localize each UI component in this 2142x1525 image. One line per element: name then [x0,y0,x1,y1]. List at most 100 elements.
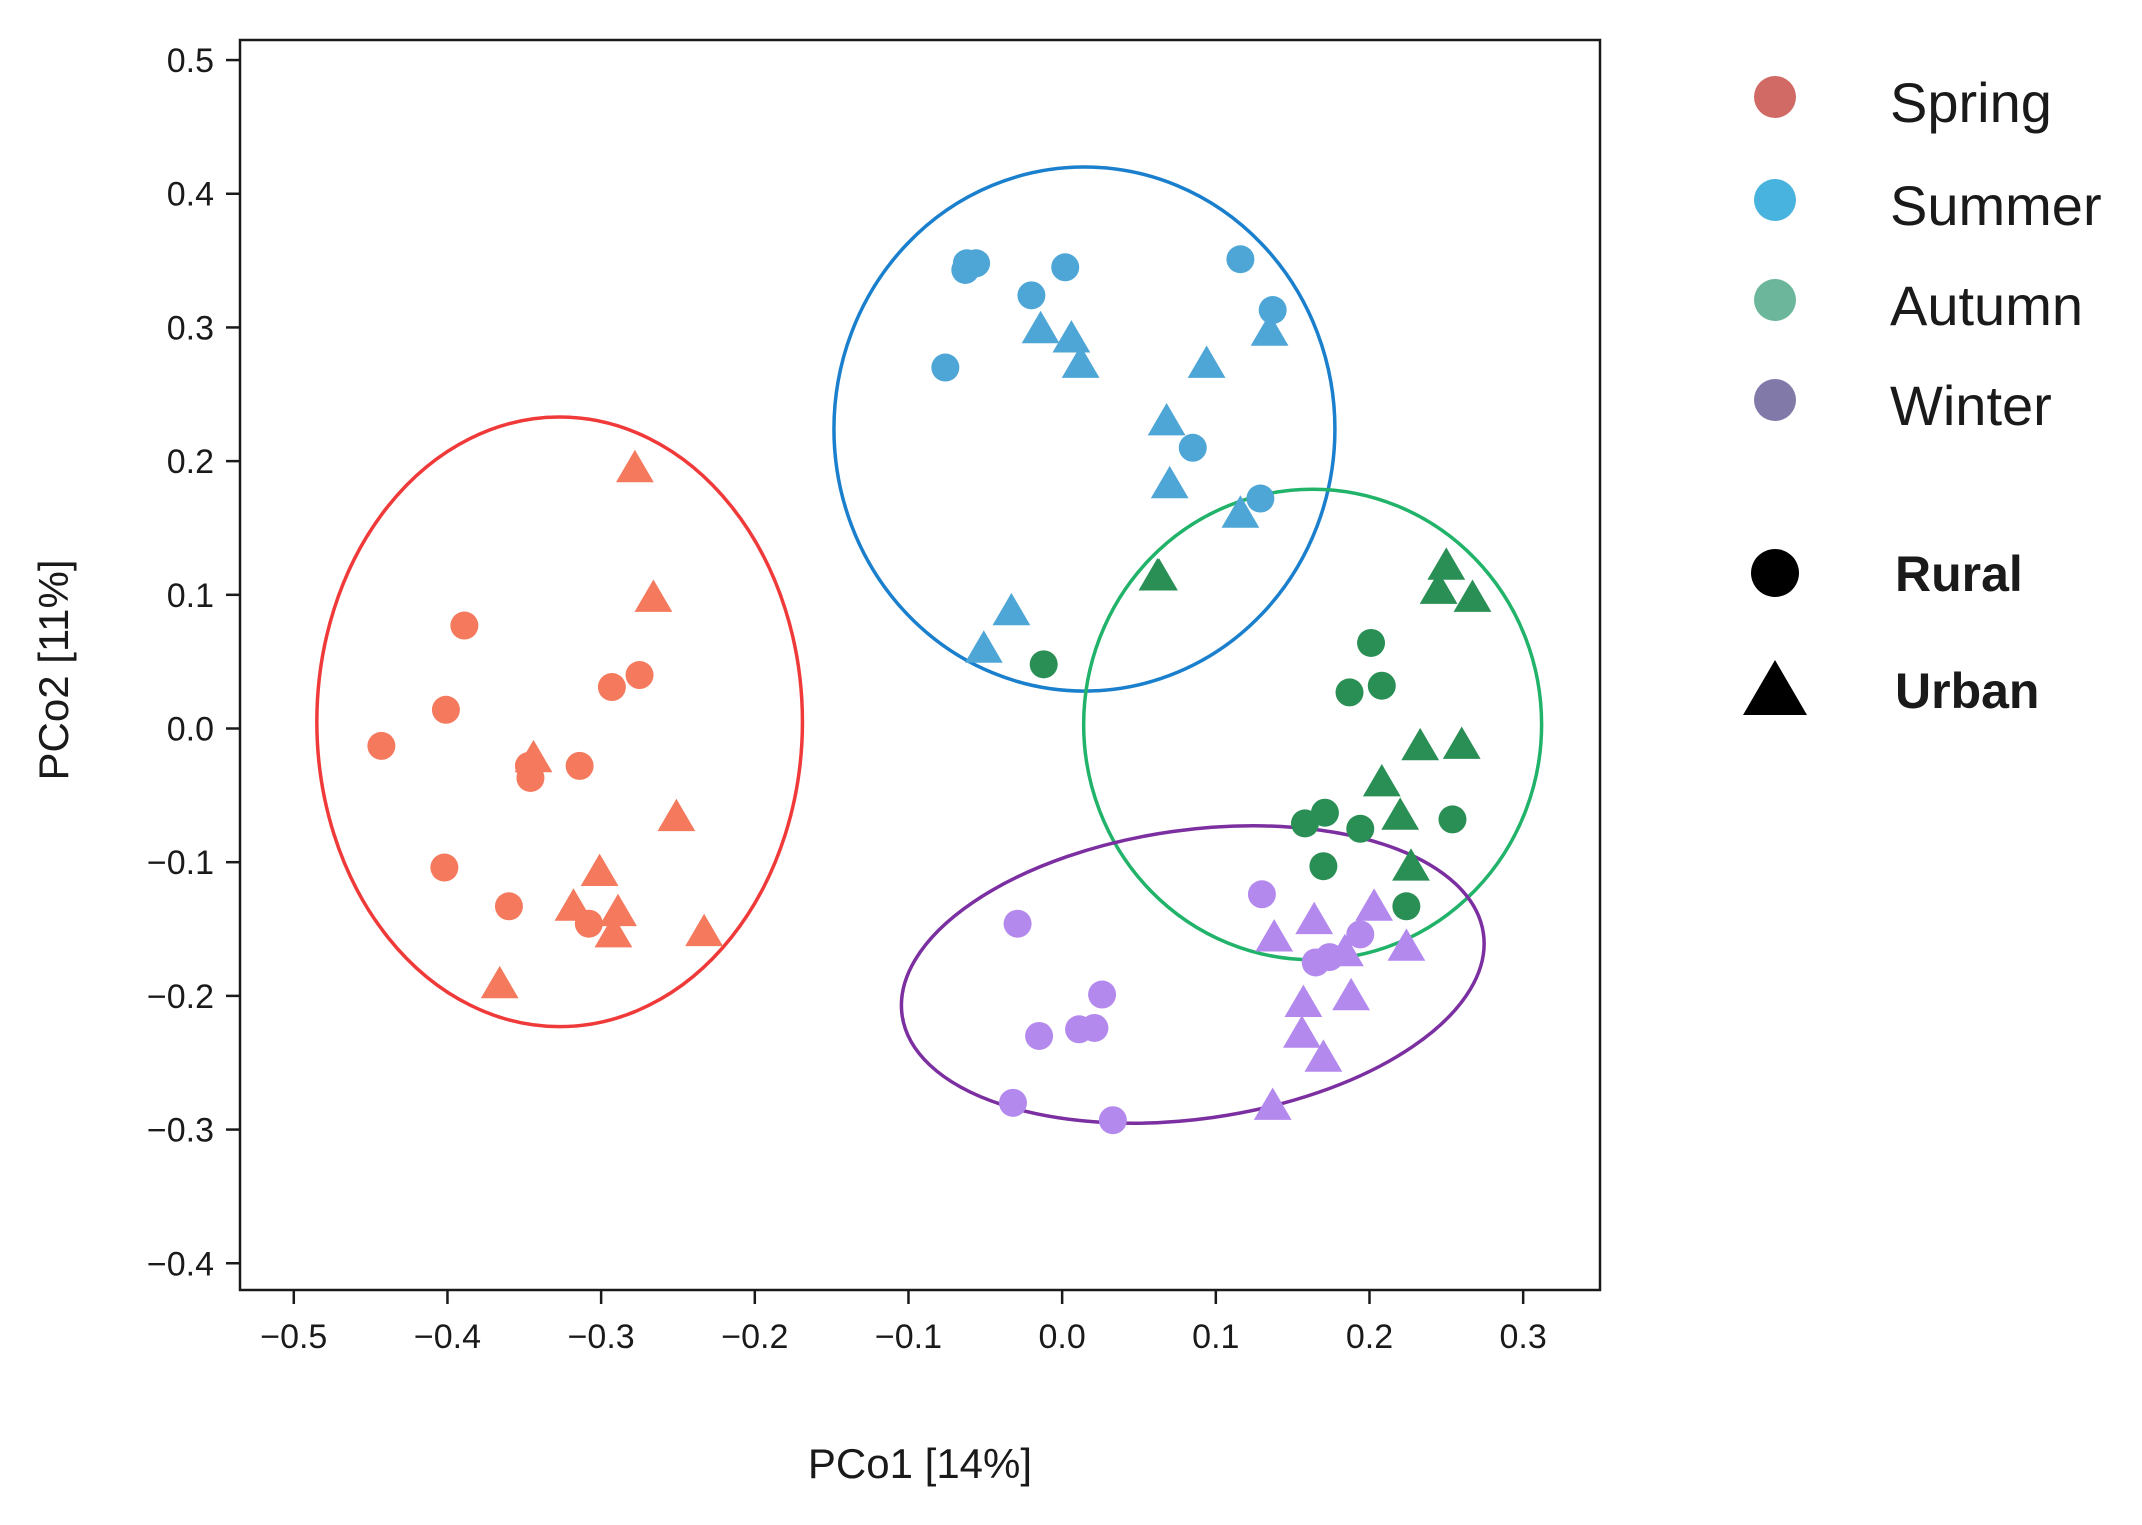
spring-urban-point [480,965,519,999]
y-tick-label: 0.4 [167,176,214,214]
winter-urban-point [1332,977,1370,1011]
spring-rural-point [625,661,654,690]
spring-urban-point [594,915,633,948]
autumn-rural-point [1309,852,1338,881]
autumn-urban-point [1453,579,1492,612]
autumn-ellipse [1081,487,1544,962]
y-tick-label: −0.4 [147,1245,214,1283]
spring-rural-point [494,892,523,921]
autumn-urban-point [1138,558,1177,591]
y-tick-label: 0.5 [167,42,214,80]
summer-urban-point [992,592,1031,626]
spring-urban-point [616,449,654,483]
spring-rural-point [367,731,396,760]
x-tick-label: −0.2 [721,1318,788,1356]
autumn-rural-point [1357,628,1386,657]
legend-urban-label: Urban [1895,663,2039,719]
spring-urban-point [634,579,673,612]
legend-summer-marker [1754,179,1796,221]
summer-rural-point [1178,433,1207,462]
x-axis-label: PCo1 [14%] [808,1440,1032,1487]
summer-rural-point [1258,296,1287,325]
x-axis: −0.5 −0.4 −0.3 −0.2 −0.1 0.0 0.1 0.2 0.3 [260,1290,1547,1356]
summer-urban-point [1187,345,1226,378]
autumn-urban-point [1362,764,1401,797]
x-tick-label: −0.4 [414,1318,481,1356]
summer-rural-point [951,255,980,284]
spring-rural-point [597,673,626,702]
spring-urban-point [514,739,553,773]
summer-rural-point [1246,484,1275,513]
autumn-urban-point [1427,547,1466,580]
winter-rural-point [1080,1013,1109,1042]
x-tick-label: 0.2 [1346,1318,1393,1356]
summer-urban-point [1147,403,1186,436]
autumn-rural-point [1335,678,1364,707]
summer-urban-point [1061,345,1100,378]
autumn-rural-point [1346,814,1375,843]
plot-frame [238,38,1602,1292]
legend-winter-marker [1754,379,1796,421]
summer-rural-point [1051,253,1080,282]
spring-rural-point [431,695,460,724]
autumn-rural-point [1029,650,1058,679]
spring-urban-point [580,853,619,886]
spring-rural-point [565,751,594,780]
spring-urban-point [685,913,723,947]
autumn-urban-point [1381,797,1420,830]
legend-rural-marker [1751,549,1799,597]
winter-rural-point [1025,1021,1054,1050]
plot-frame-rect [238,38,1602,1292]
legend-rural-label: Rural [1895,546,2023,602]
spring-ellipse [315,415,805,1029]
winter-rural-point [1088,980,1117,1009]
x-tick-label: −0.3 [568,1318,635,1356]
summer-urban-point [1221,495,1260,528]
x-tick-label: −0.1 [875,1318,942,1356]
legend-winter-label: Winter [1890,374,2052,437]
winter-ellipse [899,824,1486,1125]
y-tick-label: −0.1 [147,844,214,882]
spring-rural-point [450,611,479,640]
legend-urban-marker [1743,660,1807,715]
autumn-urban-point [1419,571,1458,604]
x-tick-label: 0.3 [1500,1318,1547,1356]
y-tick-label: −0.2 [147,978,214,1016]
summer-urban-point [964,630,1003,663]
summer-urban-point [1150,465,1189,499]
y-tick-label: 0.2 [167,443,214,481]
legend: Spring Summer Autumn Winter Rural Urban [1743,71,2102,719]
winter-rural-point [1003,909,1032,938]
x-tick-label: −0.5 [260,1318,327,1356]
winter-urban-point [1326,933,1364,967]
x-tick-label: 0.1 [1192,1318,1239,1356]
winter-urban-point [1295,901,1334,935]
summer-urban-point [1021,310,1060,344]
winter-urban-point [1387,928,1426,961]
y-tick-label: 0.1 [167,577,214,615]
winter-urban-point [1253,1087,1292,1120]
autumn-urban-point [1442,726,1481,759]
legend-spring-marker [1754,76,1796,118]
y-axis-label: PCo2 [11%] [30,559,77,780]
summer-urban-point [1052,320,1091,353]
legend-autumn-marker [1754,279,1796,321]
spring-urban-point [554,888,593,921]
y-axis: 0.5 0.4 0.3 0.2 0.1 0.0 −0.1 −0.2 −0.3 −0.4 [147,42,240,1283]
winter-rural-point [1346,920,1375,949]
winter-urban-point [1284,984,1323,1017]
autumn-urban-point [1401,727,1440,761]
winter-rural-point [998,1088,1027,1117]
autumn-rural-point [1367,671,1396,700]
x-tick-label: 0.0 [1039,1318,1086,1356]
legend-summer-label: Summer [1890,174,2102,237]
legend-spring-label: Spring [1890,71,2052,134]
y-tick-label: 0.0 [167,711,214,749]
autumn-rural-point [1290,809,1319,838]
spring-urban-point [657,798,696,832]
spring-rural-point [430,853,459,882]
summer-rural-point [931,353,960,382]
winter-rural-point [1247,880,1276,909]
summer-rural-point [1226,245,1255,274]
